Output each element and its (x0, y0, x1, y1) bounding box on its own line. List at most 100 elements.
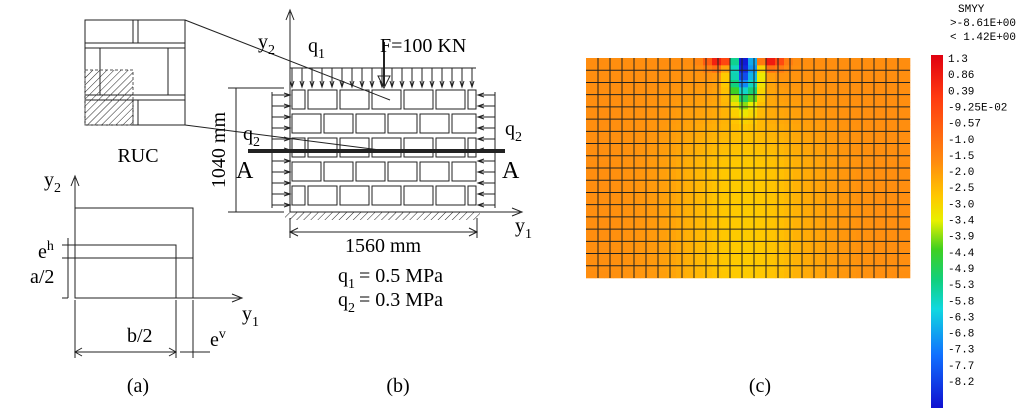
contour-cell (784, 190, 794, 198)
contour-cell (694, 160, 704, 169)
contour-cell (766, 116, 776, 125)
contour-cell (847, 256, 857, 264)
contour-cell (775, 124, 785, 132)
contour-cell (883, 226, 893, 235)
contour-cell (622, 175, 632, 183)
contour-cell (793, 87, 803, 95)
contour-cell (739, 153, 749, 161)
contour-cell (622, 109, 632, 117)
brick (323, 161, 354, 182)
contour-cell (604, 72, 614, 81)
contour-cell (793, 263, 803, 271)
contour-cell (613, 65, 623, 73)
contour-cell (739, 270, 749, 279)
contour-cell (847, 138, 857, 147)
b-half: b/2 (127, 325, 153, 347)
contour-cell (586, 190, 596, 198)
contour-cell (595, 102, 605, 110)
contour-cell (640, 109, 650, 117)
contour-cell (622, 248, 632, 257)
contour-cell (613, 182, 623, 191)
brick (291, 89, 306, 110)
contour-cell (622, 197, 632, 205)
contour-cell (631, 131, 641, 139)
contour-cell (802, 102, 812, 110)
contour-cell (847, 270, 857, 279)
contour-cell (775, 109, 785, 117)
arrow-head (476, 191, 485, 197)
contour-cell (694, 270, 704, 279)
contour-cell (874, 138, 884, 147)
contour-cell (847, 58, 857, 66)
contour-cell (802, 87, 812, 95)
contour-cell (811, 94, 821, 103)
contour-cell (901, 109, 911, 117)
contour-cell (865, 80, 875, 88)
contour-cell (658, 138, 668, 147)
contour-cell (820, 153, 830, 161)
contour-cell (622, 80, 632, 88)
contour-cell (712, 219, 722, 227)
contour-cell (748, 80, 758, 88)
contour-cell (739, 80, 749, 88)
contour-cell (820, 234, 830, 242)
contour-cell (874, 109, 884, 117)
contour-cell (766, 109, 776, 117)
contour-cell (739, 263, 749, 271)
contour-cell (856, 87, 866, 95)
contour-cell (604, 153, 614, 161)
arrow-head (459, 80, 465, 89)
contour-cell (802, 58, 812, 66)
colorbar-label: -2.5 (948, 183, 974, 195)
contour-cell (838, 109, 848, 117)
contour-cell (730, 168, 740, 176)
contour-cell (802, 138, 812, 147)
contour-cell (847, 146, 857, 154)
contour-cell (721, 138, 731, 147)
contour-cell (775, 65, 785, 73)
contour-cell (730, 241, 740, 249)
contour-cell (811, 58, 821, 66)
contour-cell (730, 65, 740, 73)
contour-cell (757, 226, 767, 235)
contour-cell (703, 72, 713, 81)
arrow-head (476, 158, 485, 164)
contour-cell (766, 219, 776, 227)
contour-cell (658, 175, 668, 183)
contour-cell (712, 138, 722, 147)
contour-cell (694, 72, 704, 81)
contour-cell (847, 124, 857, 132)
contour-cell (847, 219, 857, 227)
contour-cell (631, 116, 641, 125)
contour-cell (649, 87, 659, 95)
contour-cell (883, 124, 893, 132)
contour-cell (676, 58, 686, 66)
symbol: q (338, 265, 348, 287)
contour-cell (829, 248, 839, 257)
contour-cell (784, 219, 794, 227)
brick (403, 89, 434, 110)
contour-cell (676, 87, 686, 95)
contour-cell (811, 80, 821, 88)
contour-cell (901, 168, 911, 176)
contour-cell (586, 72, 596, 81)
contour-cell (667, 131, 677, 139)
contour-cell (793, 175, 803, 183)
contour-cell (667, 124, 677, 132)
contour-cell (820, 116, 830, 125)
contour-cell (757, 138, 767, 147)
contour-cell (694, 131, 704, 139)
brick (355, 113, 386, 134)
contour-cell (793, 219, 803, 227)
arrow-head (476, 147, 485, 153)
contour-cell (829, 160, 839, 169)
arrow-head (379, 80, 385, 89)
contour-cell (631, 197, 641, 205)
contour-cell (595, 241, 605, 249)
contour-cell (658, 94, 668, 103)
contour-cell (802, 263, 812, 271)
contour-cell (874, 87, 884, 95)
contour-cell (640, 58, 650, 66)
contour-cell (586, 234, 596, 242)
contour-cell (586, 58, 596, 66)
